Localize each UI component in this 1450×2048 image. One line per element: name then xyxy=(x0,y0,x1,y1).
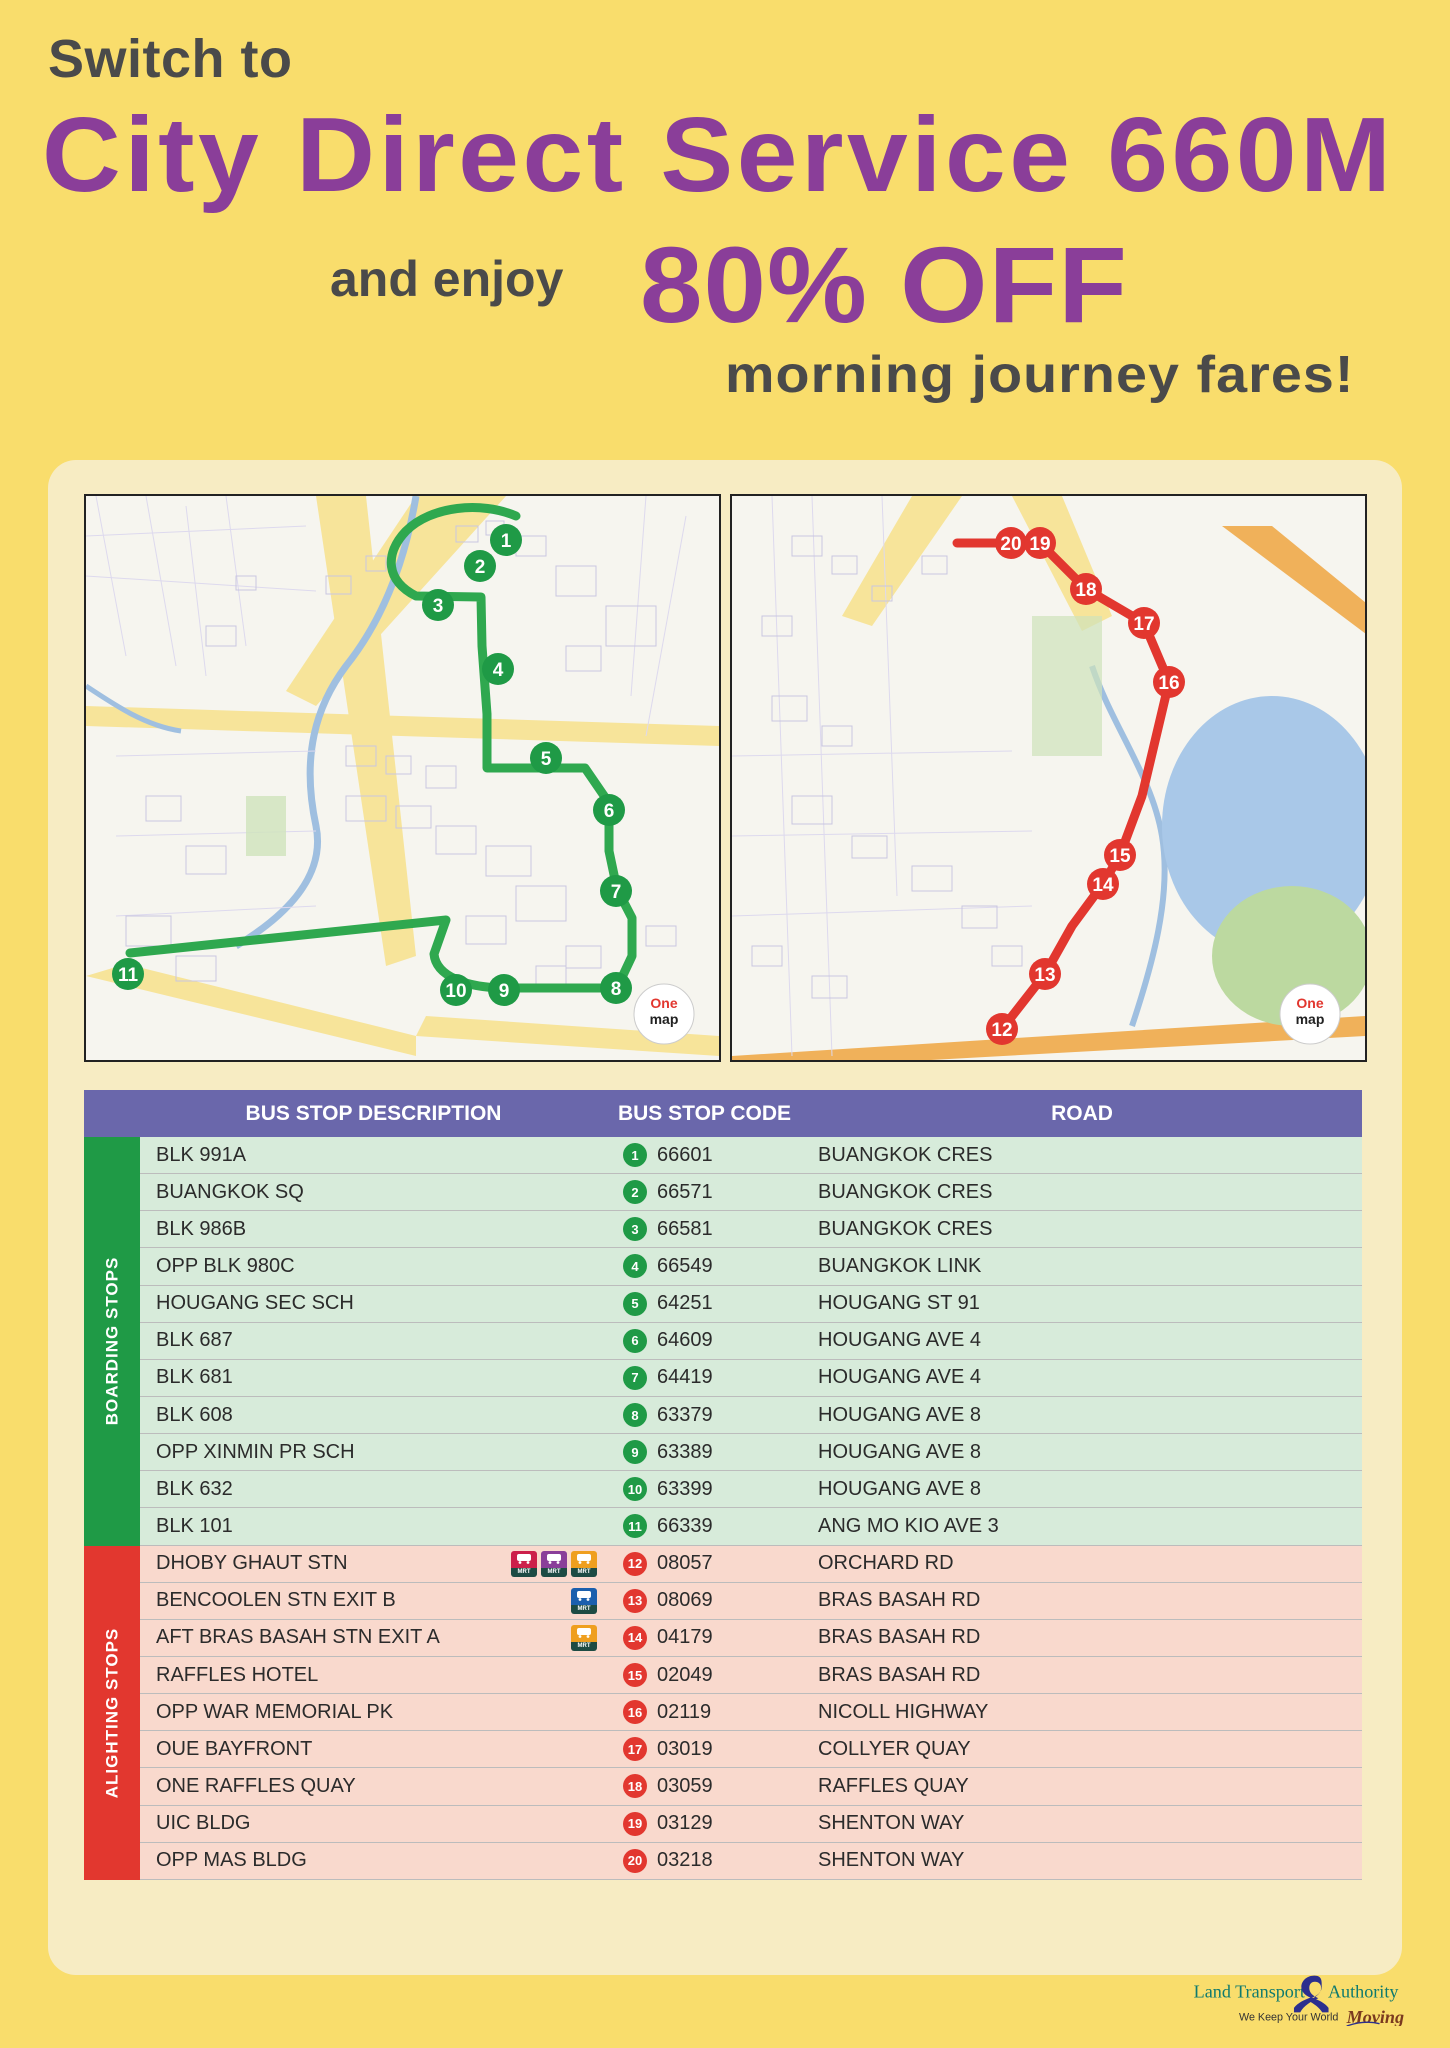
svg-text:We Keep Your World: We Keep Your World xyxy=(1239,2011,1338,2023)
svg-text:One: One xyxy=(650,995,677,1011)
svg-text:map: map xyxy=(650,1011,679,1027)
svg-text:3: 3 xyxy=(433,596,444,617)
svg-text:Land Transport: Land Transport xyxy=(1194,1982,1305,2002)
svg-text:One: One xyxy=(1296,995,1323,1011)
svg-text:15: 15 xyxy=(1109,846,1131,867)
svg-text:4: 4 xyxy=(493,660,504,681)
svg-text:Authority: Authority xyxy=(1328,1982,1398,2002)
svg-text:10: 10 xyxy=(445,981,466,1002)
svg-text:12: 12 xyxy=(991,1020,1012,1041)
svg-text:1: 1 xyxy=(501,531,512,552)
svg-text:18: 18 xyxy=(1075,580,1096,601)
svg-text:8: 8 xyxy=(611,979,622,1000)
svg-text:6: 6 xyxy=(604,801,615,822)
svg-text:16: 16 xyxy=(1158,673,1179,694)
svg-text:20: 20 xyxy=(1000,534,1021,555)
svg-text:2: 2 xyxy=(475,557,486,578)
svg-text:19: 19 xyxy=(1029,534,1050,555)
svg-text:17: 17 xyxy=(1133,614,1154,635)
svg-text:7: 7 xyxy=(611,882,622,903)
svg-text:9: 9 xyxy=(499,981,510,1002)
svg-text:14: 14 xyxy=(1092,875,1114,896)
svg-text:13: 13 xyxy=(1034,965,1055,986)
svg-text:11: 11 xyxy=(118,965,139,986)
svg-text:map: map xyxy=(1296,1011,1325,1027)
svg-text:5: 5 xyxy=(541,749,552,770)
